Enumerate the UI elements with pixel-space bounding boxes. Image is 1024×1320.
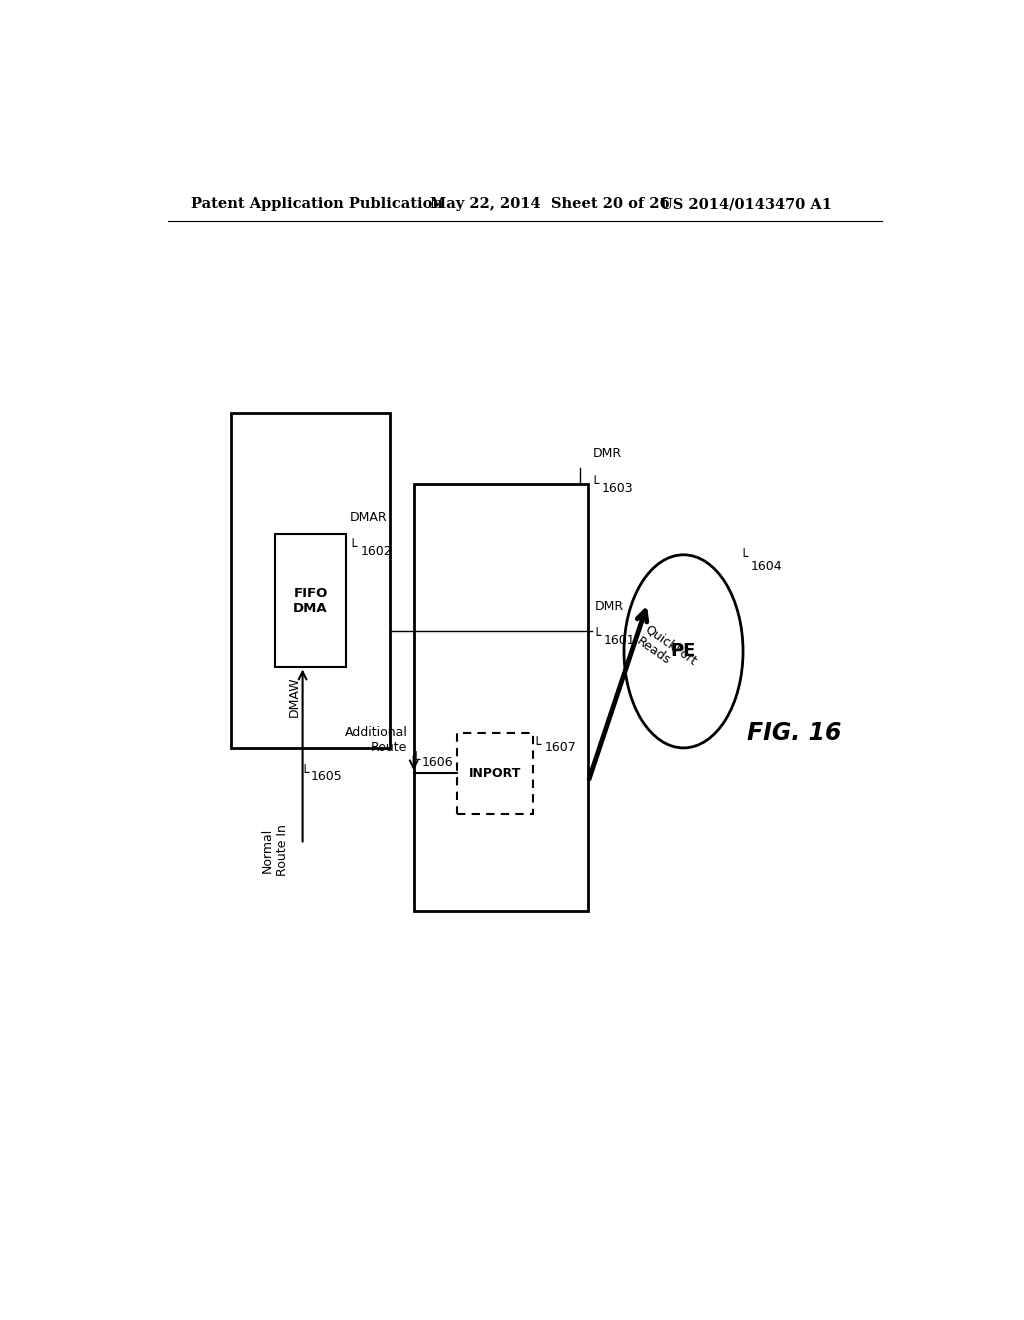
FancyBboxPatch shape [231,412,390,748]
Text: └: └ [592,630,601,643]
Text: PE: PE [671,643,696,660]
Text: Patent Application Publication: Patent Application Publication [191,197,443,211]
Text: └: └ [532,738,541,752]
Text: 1603: 1603 [602,482,634,495]
Text: QuickPort
Reads: QuickPort Reads [634,623,699,680]
Bar [274,535,346,667]
Text: └: └ [590,477,598,491]
Text: FIG. 16: FIG. 16 [748,721,842,744]
Text: Normal
Route In: Normal Route In [261,824,289,876]
Text: └: └ [348,540,357,553]
Text: DMR: DMR [592,447,622,461]
Text: May 22, 2014  Sheet 20 of 26: May 22, 2014 Sheet 20 of 26 [430,197,670,211]
Text: 1607: 1607 [545,741,577,754]
Text: FIFO
DMA: FIFO DMA [293,586,328,615]
Bar [458,733,532,814]
Text: DMAR: DMAR [350,511,388,524]
FancyBboxPatch shape [414,483,588,911]
Text: └: └ [300,766,308,780]
Text: US 2014/0143470 A1: US 2014/0143470 A1 [659,197,831,211]
Text: └: └ [739,549,748,564]
Text: 1604: 1604 [751,560,782,573]
Ellipse shape [624,554,743,748]
Text: DMAW: DMAW [288,677,301,717]
Text: DMR: DMR [595,599,624,612]
Text: INPORT: INPORT [469,767,521,780]
Text: 1602: 1602 [360,545,392,557]
Text: 1601: 1601 [604,634,636,647]
Text: 1605: 1605 [310,771,342,783]
Text: Additional
Route: Additional Route [344,726,408,754]
Text: └: └ [412,752,420,767]
Text: 1606: 1606 [422,756,454,770]
